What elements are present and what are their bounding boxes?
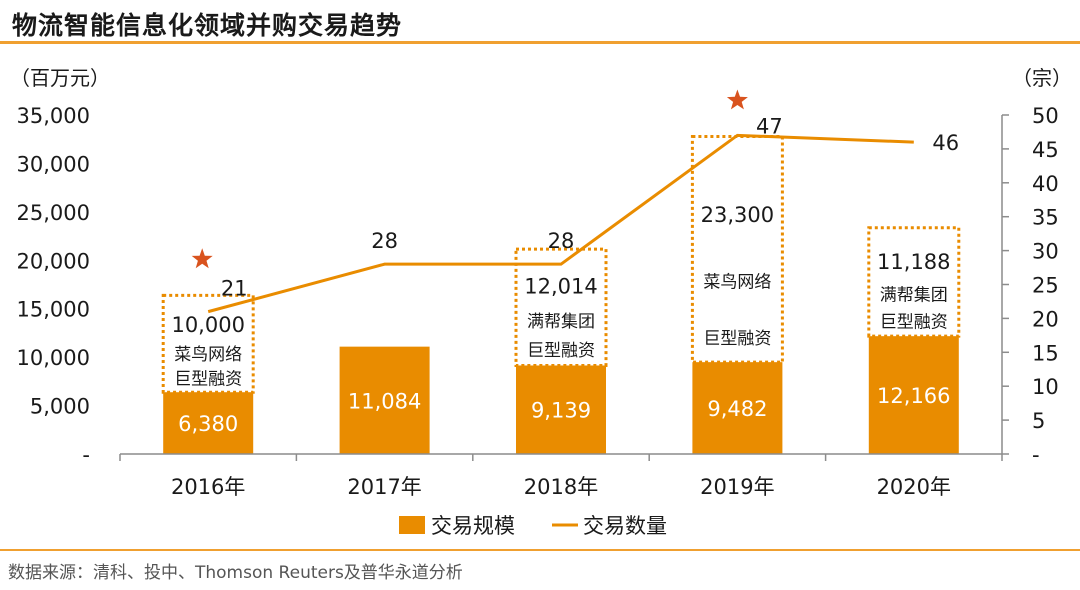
mega-deal-company: 满帮集团 <box>880 285 948 305</box>
x-axis-label: 2016年 <box>171 475 245 499</box>
right-axis-tick-label: 50 <box>1032 104 1059 128</box>
mega-deal-value-label: 23,300 <box>701 203 774 227</box>
bar-2018年 <box>516 365 606 454</box>
right-axis-unit: （宗） <box>1012 66 1072 90</box>
line-交易数量 <box>207 133 914 314</box>
mega-deal-box <box>867 226 961 338</box>
line-value-label: 28 <box>548 229 575 253</box>
mega-deal-company: 满帮集团 <box>527 312 595 332</box>
left-axis-tick-label: 30,000 <box>17 152 90 176</box>
right-axis-tick-label: 45 <box>1032 138 1059 162</box>
star-icon <box>726 89 748 110</box>
mega-deal-company: 菜鸟网络 <box>174 345 242 365</box>
mega-deal-value-label: 10,000 <box>171 313 244 337</box>
bar-value-label: 11,084 <box>348 389 421 413</box>
bar-value-label: 9,139 <box>531 399 591 423</box>
star-icon <box>191 248 213 269</box>
right-axis-tick-label: 25 <box>1032 274 1059 298</box>
line-value-label: 46 <box>932 131 959 155</box>
title-rule <box>0 41 1080 44</box>
bar-2019年 <box>692 362 783 454</box>
line-value-label: 28 <box>371 229 398 253</box>
x-axis-label: 2019年 <box>700 475 774 499</box>
right-axis-tick-label: 20 <box>1032 307 1059 331</box>
line-value-label: 47 <box>756 114 783 138</box>
right-axis-tick-label: 10 <box>1032 375 1059 399</box>
bar-value-label: 12,166 <box>877 384 950 408</box>
left-axis-tick-label: 20,000 <box>17 249 90 273</box>
bar-2020年 <box>868 336 959 454</box>
chart: - 5,000 10,000 15,000 20,000 25,000 30,000 35,0… <box>10 66 1072 538</box>
mega-deal-type: 巨型融资 <box>703 329 771 349</box>
left-axis-tick-label: 5,000 <box>30 395 90 419</box>
bar-2016年 <box>163 392 254 454</box>
mega-deal-box <box>514 247 608 367</box>
mega-deal-box <box>161 293 255 394</box>
right-axis-tick-label: 5 <box>1032 409 1045 433</box>
legend-line-label: 交易数量 <box>583 514 667 538</box>
x-axis-label: 2020年 <box>877 475 951 499</box>
mega-deal-type: 巨型融资 <box>880 312 948 332</box>
right-axis-tick-label: 40 <box>1032 172 1059 196</box>
bar-value-label: 6,380 <box>178 412 238 436</box>
source-note: 数据来源：清科、投中、Thomson Reuters及普华永道分析 <box>8 563 463 583</box>
mega-deal-type: 巨型融资 <box>174 369 242 389</box>
left-axis-tick-label: 25,000 <box>17 201 90 225</box>
left-axis-tick-label: 15,000 <box>17 298 90 322</box>
left-axis-tick-label: 35,000 <box>17 104 90 128</box>
mega-deal-type: 巨型融资 <box>527 341 595 361</box>
line-value-label: 21 <box>221 277 248 301</box>
left-axis-tick-label: 10,000 <box>17 346 90 370</box>
x-axis-label: 2017年 <box>347 475 421 499</box>
x-axis-label: 2018年 <box>524 475 598 499</box>
left-axis-tick-label: - <box>82 443 90 467</box>
legend-bar-label: 交易规模 <box>431 514 515 538</box>
mega-deal-value-label: 12,014 <box>524 274 597 298</box>
mega-deal-company: 菜鸟网络 <box>703 273 771 293</box>
footer-rule <box>0 549 1080 551</box>
mega-deal-value-label: 11,188 <box>877 250 950 274</box>
right-axis-tick-label: 15 <box>1032 341 1059 365</box>
left-axis-unit: （百万元） <box>10 66 110 90</box>
bar-2017年 <box>339 346 430 454</box>
right-axis-tick-label: 30 <box>1032 240 1059 264</box>
legend-bar-swatch <box>399 516 425 534</box>
chart-title: 物流智能信息化领域并购交易趋势 <box>12 11 403 40</box>
right-axis-tick-label: 35 <box>1032 206 1059 230</box>
bar-value-label: 9,482 <box>707 397 767 421</box>
right-axis-tick-label: - <box>1032 443 1040 467</box>
